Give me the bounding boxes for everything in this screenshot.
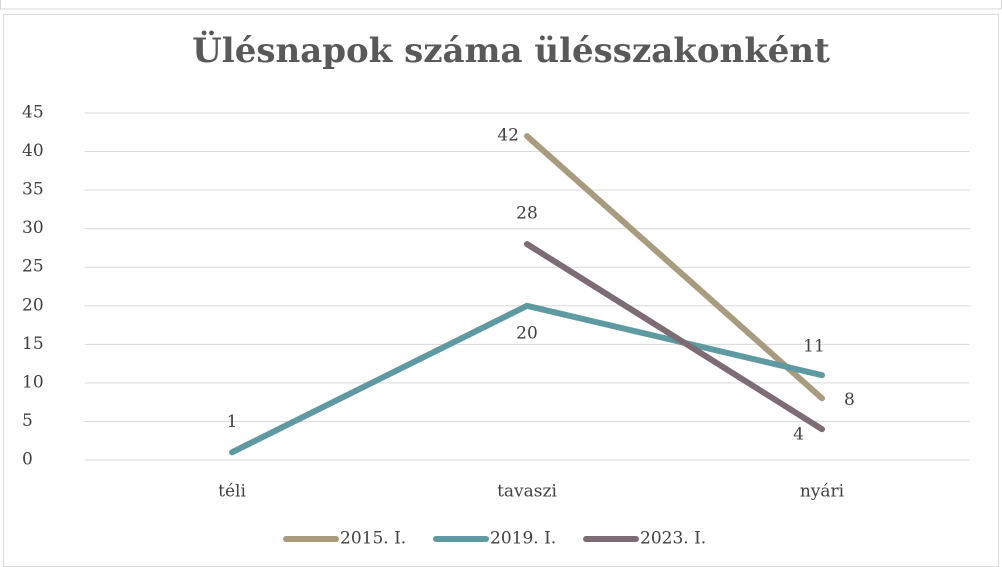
data-label: 11 — [803, 337, 825, 357]
x-tick-label: téli — [218, 482, 246, 502]
x-tick-label: nyári — [800, 482, 845, 502]
data-label: 28 — [516, 204, 538, 224]
y-tick-label: 45 — [22, 103, 44, 123]
data-label: 42 — [497, 126, 519, 146]
data-label: 20 — [516, 323, 538, 343]
y-tick-label: 5 — [22, 411, 33, 431]
series-line — [524, 133, 825, 402]
legend-label: 2019. I. — [490, 529, 556, 549]
y-tick-label: 40 — [22, 141, 44, 161]
y-tick-label: 15 — [22, 334, 44, 354]
data-label: 1 — [227, 412, 238, 432]
y-tick-label: 30 — [22, 218, 44, 238]
top-frame — [0, 0, 1002, 10]
series-line — [524, 241, 825, 433]
y-tick-label: 20 — [22, 295, 44, 315]
y-tick-label: 0 — [22, 450, 33, 470]
legend-label: 2023. I. — [640, 529, 706, 549]
chart-frame — [3, 14, 999, 567]
data-label: 8 — [844, 390, 855, 410]
y-tick-label: 10 — [22, 372, 44, 392]
data-label: 4 — [793, 425, 804, 445]
y-tick-label: 25 — [22, 257, 44, 277]
series-line — [229, 302, 825, 456]
chart-title: Ülésnapok száma ülésszakonként — [192, 30, 830, 71]
legend-label: 2015. I. — [340, 529, 406, 549]
x-tick-label: tavaszi — [497, 482, 557, 502]
y-tick-label: 35 — [22, 180, 44, 200]
